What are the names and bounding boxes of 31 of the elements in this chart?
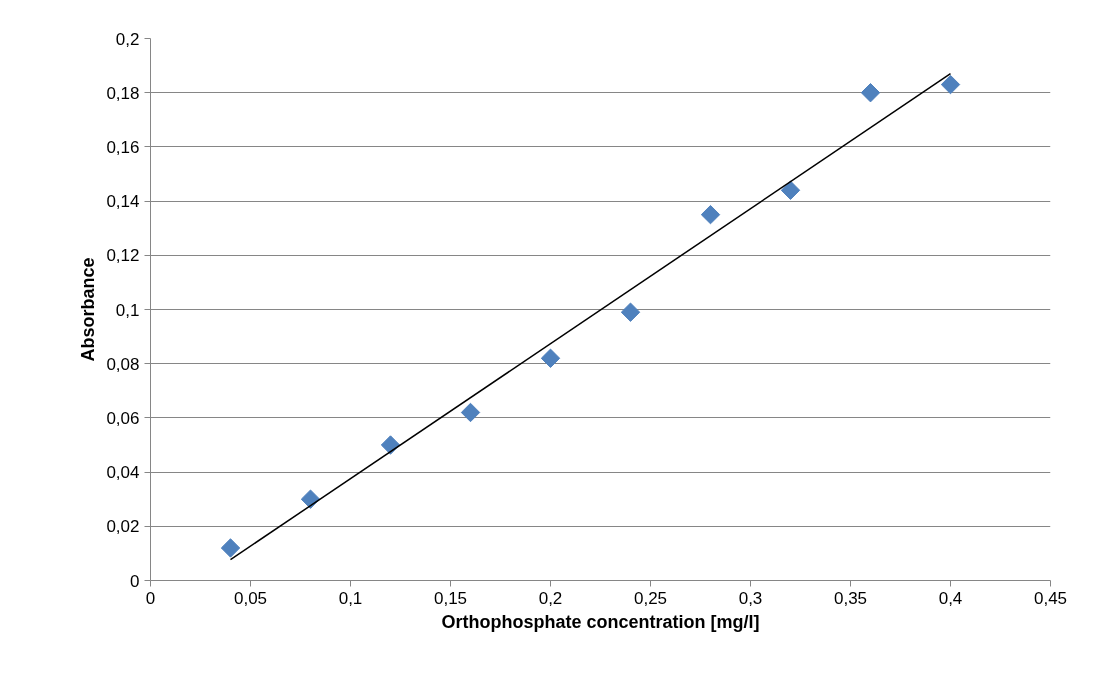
x-tick-label: 0,45 bbox=[1033, 588, 1068, 608]
point bbox=[700, 204, 721, 225]
y-tick-label: 0,1 bbox=[115, 300, 140, 320]
x-tick-label: 0,4 bbox=[938, 588, 963, 608]
point bbox=[460, 402, 481, 423]
y-tick-label: 0,12 bbox=[106, 246, 140, 266]
x-tick-label: 0,1 bbox=[338, 588, 363, 608]
x-tick-label: 0 bbox=[145, 588, 156, 608]
point bbox=[620, 302, 641, 322]
y-tick-label: 0,2 bbox=[115, 29, 140, 49]
x-axis-title: Orthophosphate concentration [mg/l] bbox=[441, 611, 760, 632]
y-axis-title: Absorbance bbox=[78, 257, 99, 362]
point bbox=[220, 538, 241, 558]
y-tick-label: 0,14 bbox=[106, 192, 140, 212]
x-tick-label: 0,35 bbox=[833, 588, 868, 608]
x-tick-label: 0,3 bbox=[738, 588, 763, 608]
y-tick-label: 0,08 bbox=[106, 354, 140, 374]
y-tick-label: 0,02 bbox=[106, 517, 140, 537]
point bbox=[940, 74, 961, 95]
x-tick-label: 0,25 bbox=[633, 588, 668, 608]
point bbox=[780, 180, 801, 200]
y-tick-label: 0,04 bbox=[106, 463, 140, 483]
y-tick-label: 0,16 bbox=[106, 137, 140, 157]
y-tick-label: 0 bbox=[130, 571, 140, 591]
x-tick-label: 0,2 bbox=[538, 588, 563, 608]
x-tick-label: 0,05 bbox=[233, 588, 268, 608]
point bbox=[540, 348, 561, 368]
y-tick-label: 0,18 bbox=[106, 83, 140, 103]
point bbox=[860, 83, 881, 103]
x-tick-label: 0,15 bbox=[433, 588, 468, 608]
y-tick-label: 0,06 bbox=[106, 408, 140, 428]
